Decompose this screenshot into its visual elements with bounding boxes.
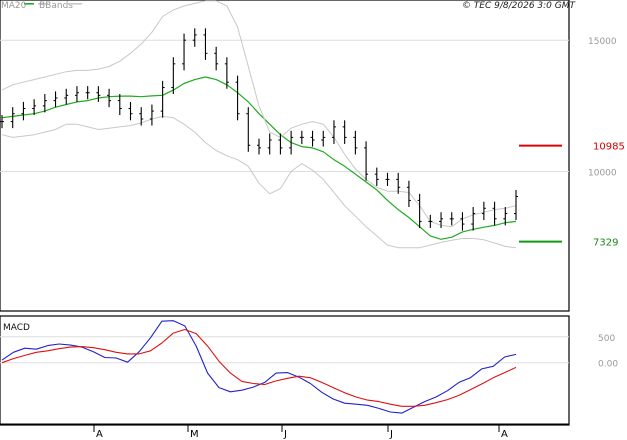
price-bar — [364, 141, 369, 181]
price-bar — [321, 130, 326, 147]
legend-ma20: MA20 — [1, 1, 27, 11]
price-bar — [342, 120, 347, 144]
price-bar — [117, 94, 122, 116]
price-bar — [406, 180, 411, 207]
price-bar — [149, 104, 154, 126]
bbands-legend-swatch — [66, 3, 82, 5]
source-credit: © TEC 9/8/2026 3:0 GMT — [462, 1, 577, 11]
price-bar — [64, 88, 69, 105]
x-tick-label: J — [283, 429, 287, 440]
price-bar — [503, 206, 508, 226]
price-bar — [396, 172, 401, 194]
price-bar — [160, 80, 165, 118]
price-bar — [235, 75, 240, 121]
price-bar — [492, 201, 497, 226]
level-label: 10985 — [593, 142, 625, 153]
signal-line — [1, 328, 517, 407]
price-bar — [171, 57, 176, 95]
macd-y-tick-label: 500 — [598, 334, 615, 344]
price-bar — [21, 101, 26, 121]
price-bar — [203, 28, 208, 60]
price-bar — [182, 33, 187, 71]
ma20-legend-swatch — [24, 3, 34, 5]
level-lines: 10985 7329 — [519, 142, 625, 249]
price-bar — [96, 86, 101, 102]
price-bar — [278, 133, 283, 155]
price-bar — [385, 172, 390, 186]
price-bar — [128, 101, 133, 121]
price-bar — [192, 28, 197, 47]
macd-y-tick-label: 0.00 — [598, 360, 618, 370]
y-tick-label: 15000 — [588, 37, 617, 47]
x-tick-label: A — [501, 429, 508, 440]
price-bar — [10, 107, 15, 129]
price-bar — [460, 212, 465, 231]
price-bar — [42, 94, 47, 113]
price-bar — [428, 214, 433, 228]
price-bar — [439, 212, 444, 228]
bbands-legend-swatch-line — [38, 3, 48, 5]
price-bar — [299, 130, 304, 144]
price-bar — [267, 133, 272, 155]
level-label: 7329 — [593, 238, 618, 249]
price-bar — [139, 107, 144, 126]
price-bar — [214, 46, 219, 71]
x-tick-label: A — [96, 429, 103, 440]
price-bar — [0, 115, 4, 129]
price-bar — [85, 86, 90, 100]
price-bar — [53, 91, 58, 108]
price-bar — [449, 212, 454, 226]
ma20-line — [1, 76, 517, 240]
price-bar — [74, 86, 79, 102]
legend-bbands: BBands — [39, 1, 73, 11]
price-bar — [353, 130, 358, 155]
x-tick-label: M — [190, 429, 199, 440]
macd-label: MACD — [3, 323, 30, 333]
price-bar — [32, 99, 37, 116]
gridlines: 15000 10000 500 0.00 — [0, 37, 618, 370]
price-bar — [224, 57, 229, 89]
price-panel-frame — [0, 0, 570, 312]
price-bar — [417, 193, 422, 228]
price-bar — [331, 120, 336, 144]
price-bar — [471, 206, 476, 231]
price-bar — [289, 130, 294, 155]
series-layer — [0, 0, 518, 414]
bbands-line — [1, 115, 517, 249]
price-bar — [310, 130, 315, 147]
price-bar — [514, 189, 518, 221]
price-bar — [374, 167, 379, 186]
price-bar — [257, 138, 261, 155]
macd-line — [1, 320, 517, 414]
price-bar — [481, 201, 486, 221]
price-bar — [107, 88, 112, 108]
y-tick-label: 10000 — [588, 169, 617, 179]
macd-panel-frame — [0, 315, 570, 426]
price-bar — [246, 107, 251, 152]
x-tick-label: J — [389, 429, 393, 440]
